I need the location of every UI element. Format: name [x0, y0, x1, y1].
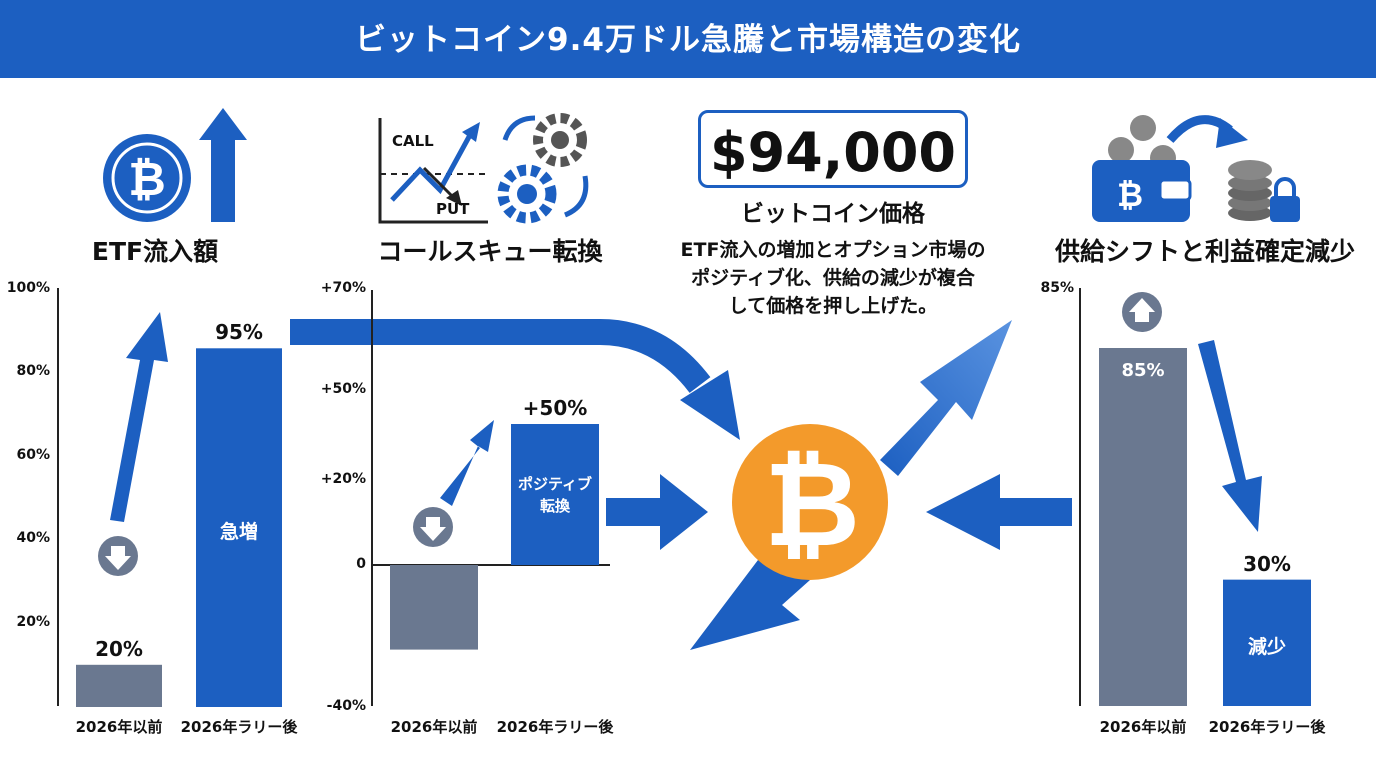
bar — [196, 348, 282, 707]
page-title: ビットコイン9.4万ドル急騰と市場構造の変化 — [355, 22, 1021, 58]
data-label: 30% — [1243, 551, 1291, 576]
data-label: +50% — [522, 396, 588, 420]
tick-label: 80% — [16, 363, 50, 379]
skew-chart-title: コールスキュー転換 — [377, 237, 603, 266]
tick-label: 2026年ラリー後 — [1208, 718, 1326, 736]
caption-line: ETF流入の増加とオプション市場の — [680, 239, 986, 261]
svg-text:₿: ₿ — [128, 152, 166, 206]
bar-label: 転換 — [539, 496, 570, 515]
title-banner: ビットコイン9.4万ドル急騰と市場構造の変化 — [0, 0, 1376, 78]
caption-line: ポジティブ化、供給の減少が複合 — [691, 267, 975, 289]
etf-chart-title: ETF流入額 — [91, 237, 219, 266]
bar — [76, 664, 162, 707]
bar-label: 急増 — [219, 520, 258, 543]
tick-label: -40% — [326, 698, 366, 714]
tick-label: +70% — [320, 280, 366, 296]
tick-label: 2026年以前 — [1099, 718, 1187, 736]
tick-label: 2026年ラリー後 — [496, 718, 614, 736]
svg-text:₿: ₿ — [1117, 176, 1143, 214]
supply-chart-axes — [1079, 288, 1262, 706]
tick-label: 40% — [16, 530, 50, 546]
call-put-chart-gears-icon — [378, 113, 589, 224]
bar-label: ポジティブ — [517, 474, 593, 493]
tick-label: 2026年以前 — [75, 718, 163, 736]
bar — [1223, 579, 1311, 706]
tick-label: 85% — [1040, 280, 1074, 296]
bitcoin-coin-up-arrow-icon: ₿ — [103, 108, 247, 222]
tick-label: 100% — [6, 280, 50, 296]
data-label: 20% — [95, 636, 143, 661]
wallet-to-locked-coins-icon: ₿ — [1092, 115, 1300, 222]
tick-label: 20% — [16, 614, 50, 630]
caption-line: して価格を押し上げた。 — [728, 295, 938, 317]
etf-chart-axes — [57, 288, 168, 706]
price-caption: ETF流入の増加とオプション市場の ポジティブ化、供給の減少が複合 して価格を押… — [648, 236, 1018, 320]
price-value: $94,000 — [710, 121, 956, 184]
bar — [1099, 348, 1187, 706]
call-label: CALL — [392, 132, 434, 150]
flow-arrows — [290, 319, 1072, 650]
data-label: 95% — [215, 320, 263, 345]
price-label: ビットコイン価格 — [741, 201, 925, 227]
data-label: 85% — [1121, 360, 1165, 381]
bar-label: 減少 — [1247, 635, 1286, 658]
tick-label: 60% — [16, 447, 50, 463]
put-label: PUT — [436, 200, 470, 218]
supply-chart-title: 供給シフトと利益確定減少 — [1054, 237, 1355, 266]
tick-label: +50% — [320, 381, 366, 397]
bar — [390, 565, 478, 650]
tick-label: 2026年ラリー後 — [180, 718, 298, 736]
svg-text:₿: ₿ — [764, 435, 860, 573]
tick-label: 2026年以前 — [390, 718, 478, 736]
bar — [511, 424, 599, 565]
tick-label: 0 — [356, 556, 366, 572]
tick-label: +20% — [320, 471, 366, 487]
price-box: $94,000 — [698, 110, 968, 188]
bitcoin-icon: ₿ — [732, 424, 888, 580]
